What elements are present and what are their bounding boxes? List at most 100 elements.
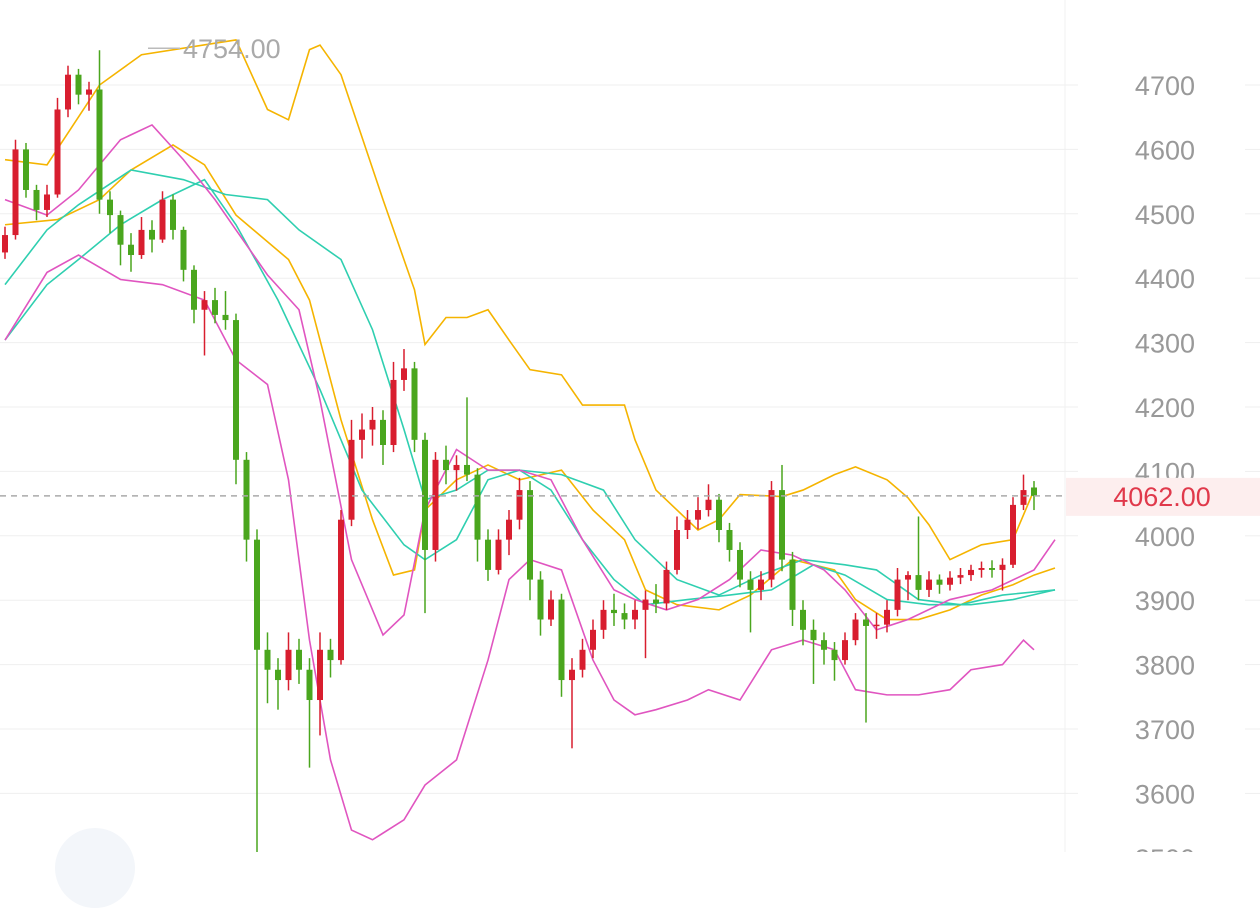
candle bbox=[149, 220, 155, 253]
candle-body bbox=[989, 568, 995, 570]
candle-body bbox=[936, 579, 943, 585]
candle bbox=[558, 593, 565, 697]
candle-body bbox=[968, 569, 974, 576]
band-lines bbox=[4, 39, 1056, 841]
candle bbox=[768, 481, 775, 588]
candle bbox=[464, 397, 470, 482]
candle-body bbox=[894, 579, 901, 610]
candle bbox=[495, 529, 502, 575]
candle bbox=[348, 419, 355, 527]
candle bbox=[422, 432, 428, 614]
candle bbox=[884, 600, 890, 633]
candle-body bbox=[527, 490, 533, 580]
candle-body bbox=[978, 568, 985, 570]
candle-body bbox=[264, 649, 271, 670]
candle-body bbox=[86, 89, 92, 95]
candle-body bbox=[810, 629, 817, 641]
candle-body bbox=[831, 649, 838, 661]
y-tick-label: 3800 bbox=[1135, 651, 1195, 681]
candle bbox=[758, 571, 764, 601]
max-price-label: 4754.00 bbox=[183, 34, 281, 64]
candle bbox=[947, 571, 953, 591]
candle bbox=[369, 407, 376, 446]
candle bbox=[117, 210, 124, 266]
y-tick-label: 4500 bbox=[1135, 200, 1195, 230]
candle bbox=[527, 481, 533, 601]
candle bbox=[821, 632, 827, 665]
candle bbox=[569, 658, 575, 749]
candle bbox=[107, 191, 113, 234]
candle bbox=[296, 638, 302, 684]
candle-body bbox=[33, 189, 40, 210]
candle bbox=[905, 571, 911, 601]
candle-body bbox=[485, 539, 491, 570]
candle bbox=[359, 413, 365, 459]
candle-body bbox=[149, 229, 155, 240]
candle-body bbox=[642, 599, 649, 610]
y-tick-label: 3500 bbox=[1135, 844, 1195, 852]
candle-body bbox=[327, 649, 334, 661]
candle bbox=[842, 632, 848, 665]
candle bbox=[254, 529, 260, 852]
candle-body bbox=[107, 199, 113, 216]
candle bbox=[695, 497, 701, 530]
candle-body bbox=[243, 459, 250, 540]
candles bbox=[2, 50, 1037, 852]
candle bbox=[317, 632, 323, 736]
gridlines bbox=[0, 84, 1260, 794]
candle bbox=[611, 593, 617, 626]
candle-body bbox=[495, 539, 502, 570]
candle-body bbox=[432, 459, 439, 550]
candle bbox=[170, 194, 176, 240]
candle bbox=[54, 97, 61, 198]
floating-button[interactable] bbox=[55, 828, 135, 908]
candle-body bbox=[600, 609, 607, 630]
candle bbox=[548, 590, 554, 626]
candle-body bbox=[75, 74, 82, 95]
y-tick-label: 4300 bbox=[1135, 329, 1195, 359]
candle bbox=[138, 217, 145, 259]
candle-body bbox=[789, 559, 796, 610]
candlestick-chart[interactable]: 3500360037003800390040004100420043004400… bbox=[0, 0, 1260, 852]
candle-body bbox=[180, 229, 187, 270]
y-tick-label: 4600 bbox=[1135, 135, 1195, 165]
candle-body bbox=[170, 199, 176, 230]
candle-body bbox=[516, 490, 523, 520]
candle-body bbox=[821, 640, 827, 650]
lower-band-line bbox=[4, 123, 1056, 637]
candle-body bbox=[317, 649, 323, 701]
upper-band-line bbox=[4, 143, 1056, 621]
candle-body bbox=[611, 609, 617, 614]
candle bbox=[243, 452, 250, 562]
candle-body bbox=[653, 599, 659, 604]
candle bbox=[411, 361, 418, 453]
candle bbox=[978, 561, 985, 578]
candle-body bbox=[800, 609, 806, 630]
candle bbox=[33, 184, 40, 221]
candle-body bbox=[306, 669, 313, 701]
candle-body bbox=[768, 490, 775, 580]
candle bbox=[852, 613, 859, 646]
candle bbox=[338, 510, 344, 665]
candle-body bbox=[779, 490, 785, 560]
candle-body bbox=[128, 244, 134, 256]
candle-body bbox=[947, 577, 953, 585]
candle-body bbox=[380, 419, 386, 445]
candle-body bbox=[1020, 490, 1027, 505]
candle bbox=[810, 619, 817, 684]
candle-body bbox=[275, 669, 281, 681]
candle bbox=[485, 529, 491, 581]
candle-body bbox=[65, 74, 71, 110]
candle bbox=[201, 291, 208, 356]
y-tick-label: 4400 bbox=[1135, 264, 1195, 294]
candle-body bbox=[852, 619, 859, 641]
candle-body bbox=[54, 109, 61, 195]
candle bbox=[432, 452, 439, 562]
candle bbox=[212, 287, 218, 324]
candle-body bbox=[138, 229, 145, 256]
candle bbox=[443, 445, 449, 485]
candle bbox=[579, 638, 586, 678]
candle-body bbox=[2, 235, 8, 253]
candle bbox=[831, 642, 838, 681]
candle-body bbox=[201, 300, 208, 310]
